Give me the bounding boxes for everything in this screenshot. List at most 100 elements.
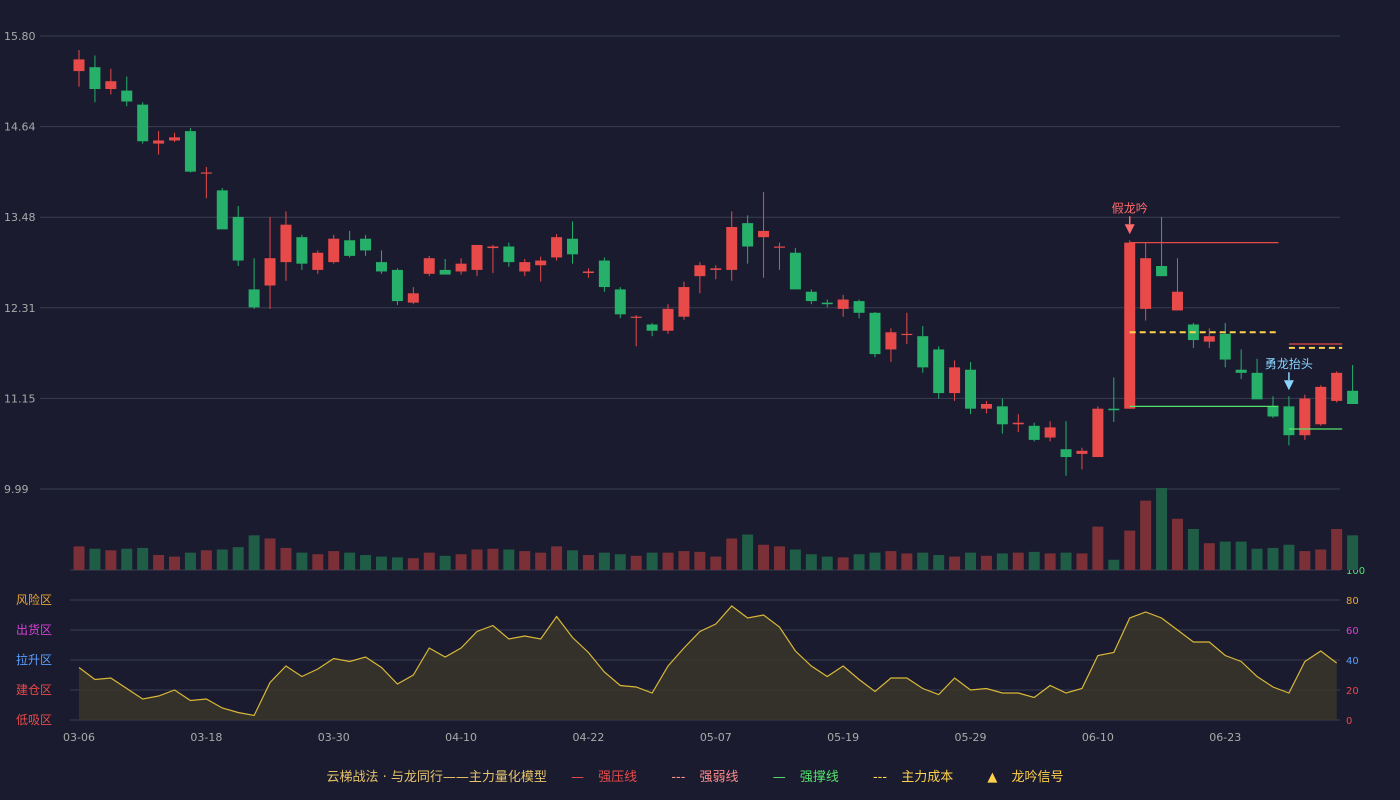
legend-main-cost[interactable]: --- 主力成本: [872, 770, 954, 785]
x-tick-label: 06-10: [1082, 731, 1114, 744]
volume-bar: [582, 555, 594, 570]
candle-body: [821, 302, 833, 305]
candle-body: [375, 262, 387, 272]
volume-bar: [726, 538, 738, 570]
volume-bar: [1140, 500, 1152, 570]
candle-body: [1108, 408, 1120, 411]
y-tick-label: 9.99: [4, 483, 29, 496]
volume-bar: [710, 556, 722, 570]
oscillator-line: [78, 605, 1338, 717]
volume-bar: [1171, 518, 1183, 570]
candle-body: [280, 224, 292, 263]
volume-bar: [153, 555, 165, 570]
osc-axis-tick: 60: [1346, 626, 1359, 637]
legend-strong-weak[interactable]: --- 强弱线: [671, 770, 739, 785]
osc-zone-label: 建仓区: [16, 683, 52, 697]
volume-bar: [169, 556, 181, 570]
x-tick-label: 05-29: [955, 731, 987, 744]
candle-body: [1219, 333, 1231, 360]
candle-body: [264, 258, 276, 286]
candle-body: [407, 293, 419, 303]
volume-bar: [1235, 541, 1247, 570]
candle-body: [694, 265, 706, 277]
volume-bar: [678, 551, 690, 570]
candle-body: [169, 137, 181, 141]
volume-bar: [758, 544, 770, 570]
x-tick-label: 03-06: [63, 731, 95, 744]
legend-strong-support-label: 强撑线: [799, 770, 839, 785]
volume-bar: [1267, 547, 1279, 570]
volume-bar: [996, 553, 1008, 570]
candle-body: [837, 299, 849, 309]
candle-body: [535, 260, 547, 266]
legend-strong-weak-label: 强弱线: [699, 770, 739, 785]
candle-body: [344, 240, 356, 256]
volume-bar: [328, 551, 340, 570]
candle-body: [439, 269, 451, 275]
volume-bar: [1251, 548, 1263, 570]
candle-body: [1092, 408, 1104, 458]
x-tick-label: 03-18: [190, 731, 222, 744]
x-tick-label: 04-22: [572, 731, 604, 744]
candle-body: [1203, 336, 1215, 342]
volume-bar: [200, 550, 212, 570]
volume-bar: [407, 558, 419, 570]
volume-bar: [1012, 552, 1024, 570]
y-tick-label: 11.15: [4, 392, 36, 405]
legend-strong-pressure-label: 强压线: [598, 770, 638, 785]
candle-body: [184, 131, 196, 172]
volume-bar: [487, 548, 499, 570]
legend-strong-support[interactable]: — 强撑线: [772, 770, 839, 785]
osc-zone-label: 拉升区: [16, 652, 52, 667]
volume-bar: [1283, 544, 1295, 570]
candle-body: [73, 59, 85, 72]
volume-bar: [216, 549, 228, 570]
volume-bar: [1347, 535, 1359, 570]
candle-body: [949, 367, 961, 394]
volume-bar: [933, 555, 945, 570]
volume-bar: [965, 552, 977, 570]
legend-strong-pressure[interactable]: — 强压线: [571, 770, 638, 785]
candle-body: [105, 81, 117, 90]
candle-body: [471, 244, 483, 270]
candle-body: [630, 316, 642, 318]
osc-axis-tick: 20: [1346, 686, 1359, 697]
candle-body: [614, 289, 626, 315]
y-tick-label: 13.48: [4, 211, 36, 224]
volume-bar: [248, 535, 260, 570]
candle-body: [248, 289, 260, 308]
candle-body: [980, 404, 992, 409]
volume-bar: [789, 549, 801, 570]
candle-body: [1267, 406, 1279, 417]
oscillator-area: [79, 606, 1337, 720]
candle-body: [423, 258, 435, 274]
volume-bar: [901, 553, 913, 570]
candle-body: [933, 349, 945, 394]
osc-zone-label: 风险区: [16, 592, 52, 607]
candle-body: [646, 324, 658, 331]
candle-body: [296, 237, 308, 264]
volume-bar: [630, 555, 642, 570]
volume-bar: [439, 555, 451, 570]
candle-body: [567, 238, 579, 255]
legend-title: 云梯战法 · 与龙同行——主力量化模型: [326, 770, 547, 785]
legend-dragon-signal[interactable]: ▲ 龙吟信号: [987, 770, 1064, 785]
volume-bar: [423, 552, 435, 570]
signal-label: 假龙吟: [1112, 200, 1148, 215]
candle-body: [216, 190, 228, 230]
volume-bar: [1187, 529, 1199, 570]
candle-body: [1171, 291, 1183, 311]
candle-body: [965, 369, 977, 409]
volume-bar: [344, 552, 356, 570]
volume-bar: [375, 556, 387, 570]
candle-body: [1251, 372, 1263, 400]
volume-bar: [184, 552, 196, 570]
volume-bar: [821, 556, 833, 570]
volume-bar: [742, 534, 754, 570]
volume-bar: [1331, 529, 1343, 570]
candle-body: [710, 268, 722, 270]
candle-body: [678, 287, 690, 317]
volume-bar: [567, 550, 579, 570]
x-tick-label: 05-07: [700, 731, 732, 744]
